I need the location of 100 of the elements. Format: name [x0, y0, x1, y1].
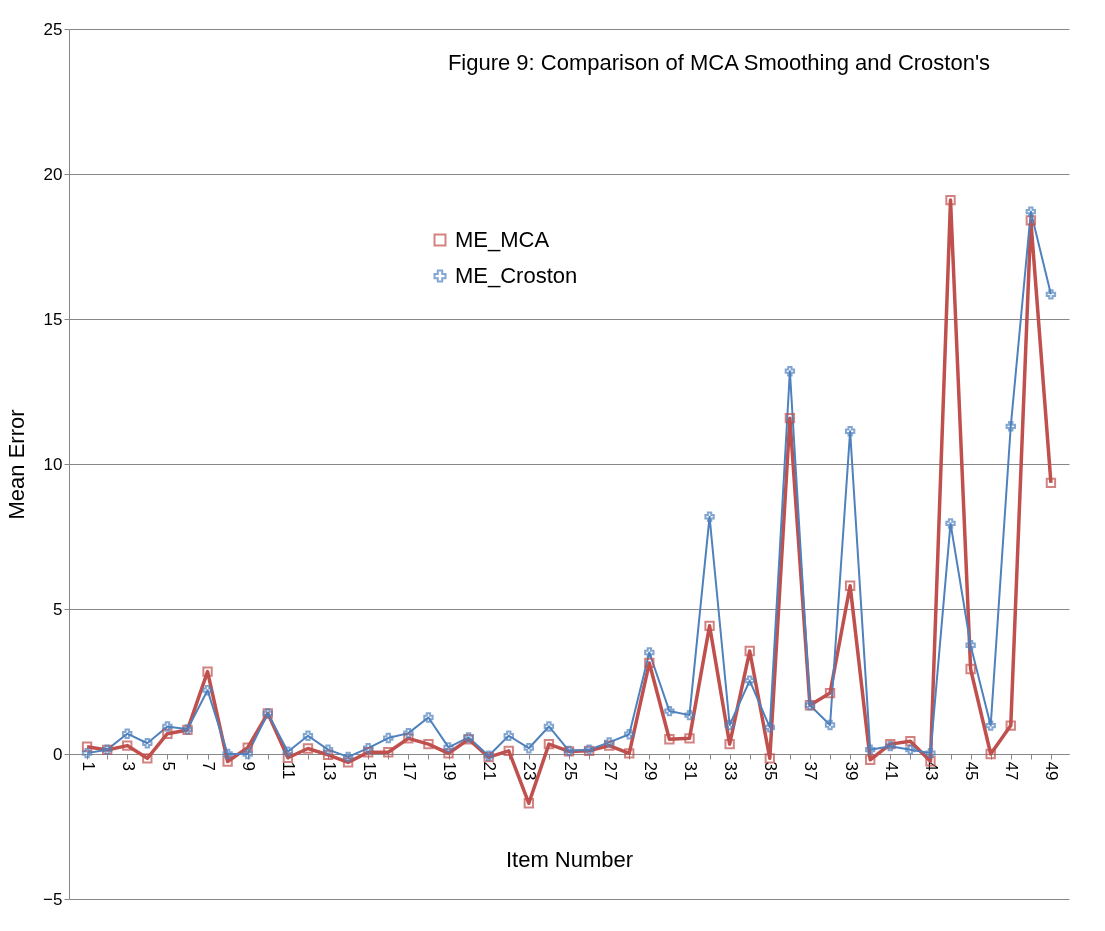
point: [443, 748, 454, 759]
point: [403, 733, 414, 744]
x-tick-label: 15: [359, 761, 379, 781]
x-tick-label: 27: [600, 761, 620, 781]
point: [142, 753, 153, 764]
text: Figure 9: Comparison of MCA Smoothing and Croston's: [447, 50, 991, 75]
point: [664, 705, 675, 717]
point: [122, 740, 133, 751]
point: [744, 675, 755, 686]
y-tick-label: 10: [43, 454, 63, 474]
x-tick-label: 35: [761, 761, 781, 781]
point: [925, 747, 936, 759]
x-tick-label: 29: [640, 761, 660, 781]
point: [644, 657, 655, 669]
point: [383, 732, 394, 744]
x-tick-label: 17: [399, 761, 419, 781]
point: [1045, 289, 1057, 300]
x-tick-label: 31: [680, 761, 700, 781]
point: [844, 426, 856, 437]
point: [844, 580, 856, 591]
point: [724, 738, 735, 750]
point: [403, 727, 414, 739]
point: [523, 743, 535, 754]
point: [81, 741, 93, 752]
point: [824, 719, 836, 731]
x-tick-label: 43: [921, 761, 941, 781]
point: [523, 798, 535, 809]
point: [423, 712, 434, 723]
y-tick-label: 25: [43, 19, 63, 39]
legend-label: ME_Croston: [455, 263, 578, 289]
point: [985, 720, 996, 731]
point: [503, 745, 514, 756]
x-tick-label: 11: [279, 761, 299, 780]
point: [764, 722, 775, 733]
point: [784, 366, 796, 377]
x-tick-label: 47: [1002, 761, 1022, 781]
point: [242, 748, 253, 760]
x-tick-label: 1: [78, 761, 98, 771]
x-tick-label: 5: [158, 761, 178, 771]
point: [684, 709, 695, 721]
point: [1025, 206, 1037, 217]
x-tick-label: 25: [560, 761, 580, 781]
point: [965, 640, 976, 651]
point: [383, 747, 394, 758]
point: [865, 754, 876, 765]
point: [965, 663, 976, 675]
x-tick-label: 45: [962, 761, 982, 781]
point: [302, 730, 314, 741]
x-tick-label: 9: [239, 761, 259, 771]
point: [282, 752, 294, 763]
x-axis-title: Item Number: [505, 847, 634, 873]
point: [342, 751, 354, 763]
point: [342, 757, 354, 768]
y-axis-title: Mean Error: [4, 409, 30, 520]
x-tick-label: 7: [199, 761, 219, 771]
point: [162, 721, 173, 732]
point: [684, 733, 695, 744]
point: [363, 743, 374, 754]
point: [543, 738, 555, 750]
point: [282, 746, 294, 757]
point: [242, 742, 253, 753]
legend-label: ME_MCA: [455, 227, 550, 253]
point: [162, 728, 173, 739]
point: [363, 747, 374, 758]
point: [664, 734, 675, 745]
x-tick-label: 13: [319, 761, 339, 781]
x-tick-label: 21: [480, 761, 500, 781]
point: [1025, 215, 1037, 226]
point: [824, 687, 836, 699]
point: [202, 685, 213, 696]
point: [222, 748, 233, 760]
point: [704, 511, 715, 522]
point: [624, 748, 635, 759]
x-tick-label: 39: [841, 761, 861, 781]
y-tick-label: 0: [53, 744, 63, 764]
point: [81, 747, 93, 759]
point: [142, 738, 153, 749]
x-tick-label: 49: [1042, 761, 1062, 781]
point: [724, 719, 735, 731]
point: [1005, 421, 1016, 432]
point: [202, 666, 213, 677]
point: [1005, 720, 1016, 731]
point: [905, 744, 916, 755]
point: [905, 736, 916, 747]
point: [423, 738, 434, 750]
point: [644, 647, 655, 658]
point: [122, 728, 133, 739]
x-tick-label: 37: [801, 761, 821, 781]
point: [704, 620, 715, 631]
point: [985, 748, 996, 760]
y-tick-label: −5: [43, 889, 63, 909]
point: [322, 744, 334, 755]
x-tick-label: 3: [118, 761, 138, 771]
point: [784, 413, 796, 424]
point: [322, 749, 334, 761]
y-tick-label: 5: [53, 599, 63, 619]
point: [744, 645, 755, 657]
point: [624, 729, 635, 740]
x-tick-label: 23: [520, 761, 540, 781]
point: [1045, 477, 1057, 489]
